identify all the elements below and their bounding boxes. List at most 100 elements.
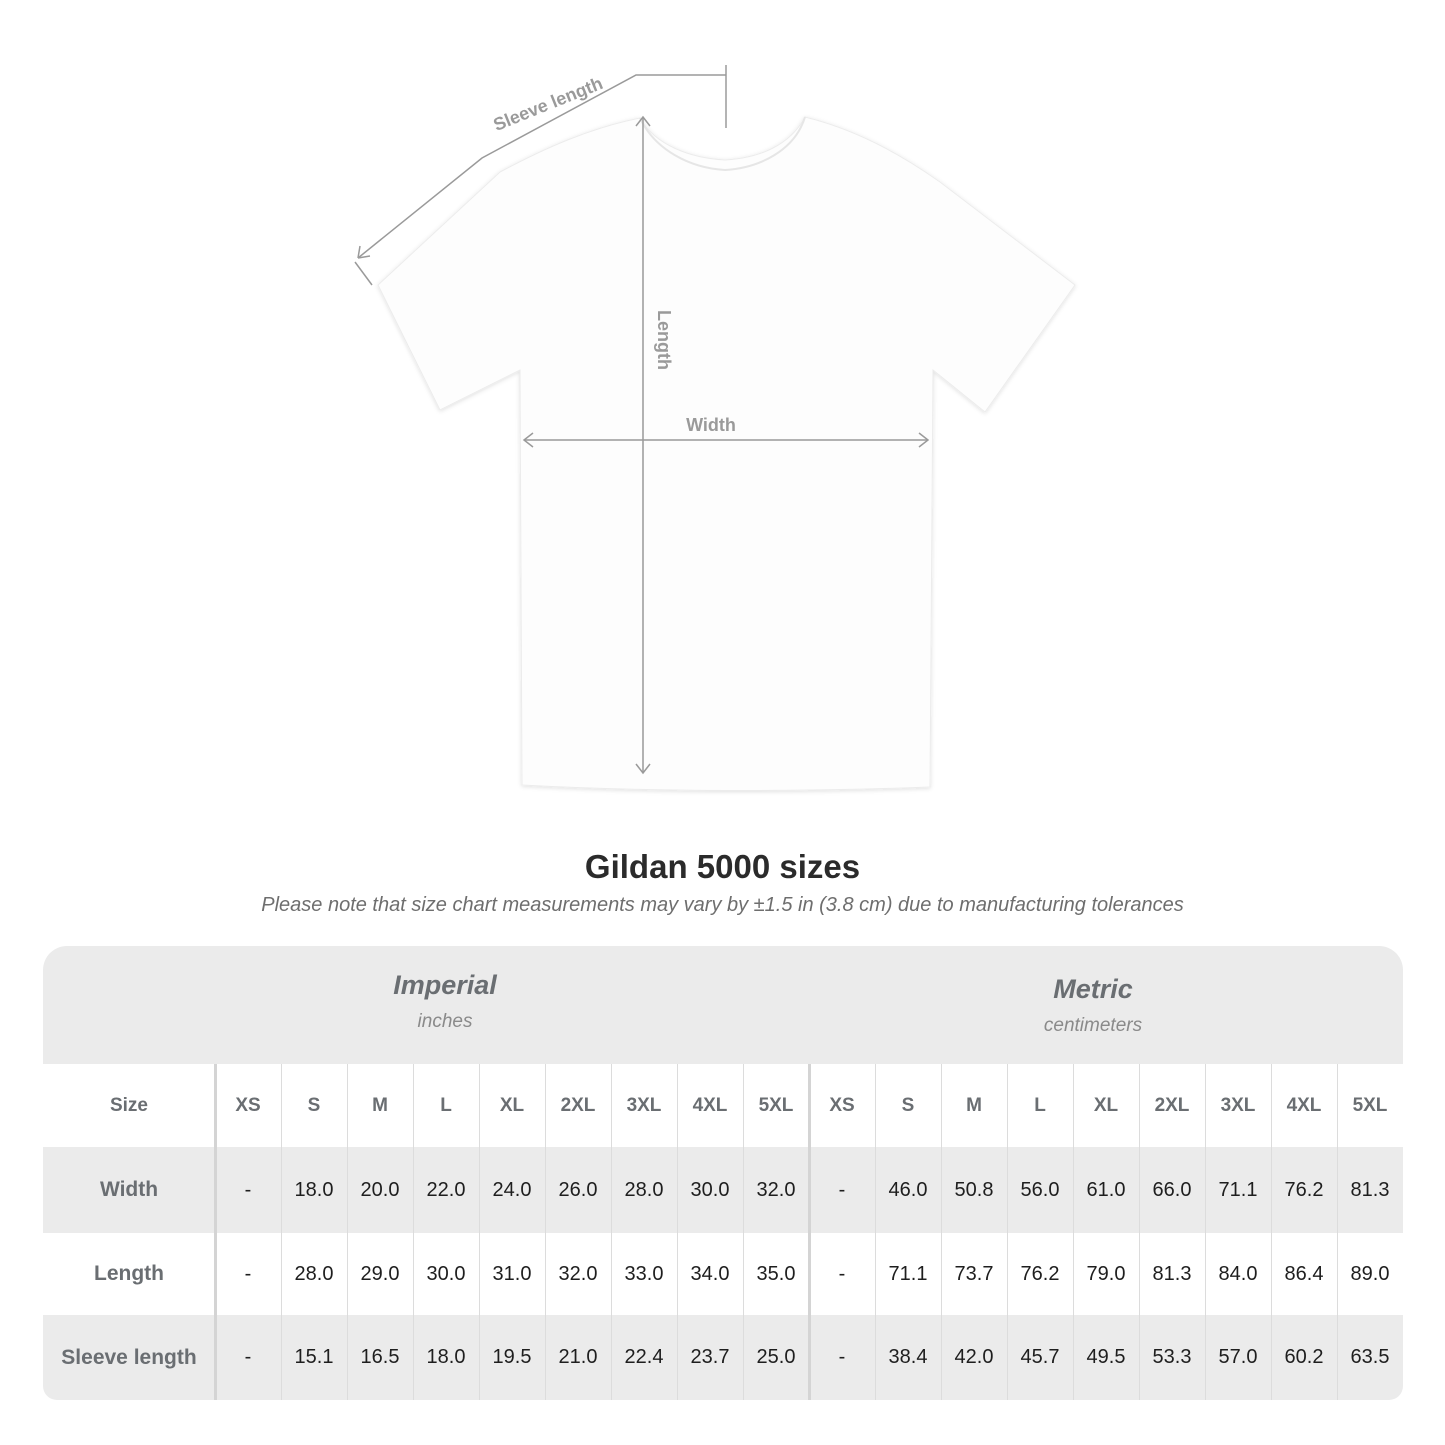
tshirt-shape: [377, 116, 1076, 792]
size-column-imperial-s: S: [307, 1094, 321, 1116]
size-column-imperial-m: M: [372, 1094, 388, 1116]
table-cell: 19.5: [492, 1346, 532, 1368]
imperial-title: Imperial: [393, 970, 497, 1000]
metric-unit: centimeters: [1043, 1015, 1143, 1036]
chart-title: Gildan 5000 sizes: [584, 848, 861, 885]
table-cell: 81.3: [1152, 1262, 1192, 1285]
table-cell: 49.5: [1086, 1346, 1126, 1368]
table-cell: 21.0: [558, 1346, 598, 1368]
table-cell: 57.0: [1218, 1346, 1258, 1368]
table-cell: 25.0: [756, 1346, 796, 1368]
table-cell: 71.1: [888, 1262, 928, 1285]
table-cell: 89.0: [1350, 1262, 1390, 1285]
column-divider: [1007, 1064, 1008, 1400]
table-cell: 46.0: [888, 1178, 928, 1201]
width-label: Width: [686, 415, 736, 435]
column-divider: [214, 1064, 217, 1400]
unit-header-band: [43, 946, 1403, 1064]
size-column-metric-m: M: [966, 1094, 982, 1116]
table-cell: -: [838, 1178, 846, 1201]
column-divider: [479, 1064, 480, 1400]
table-cell: 24.0: [492, 1178, 532, 1201]
column-divider: [281, 1064, 282, 1400]
table-cell: 86.4: [1284, 1262, 1324, 1285]
size-column-metric-xs: XS: [829, 1094, 855, 1116]
size-column-imperial-l: L: [440, 1094, 452, 1116]
column-divider: [413, 1064, 414, 1400]
table-cell: -: [838, 1346, 846, 1368]
table-cell: 31.0: [492, 1262, 532, 1285]
size-column-imperial-xl: XL: [499, 1094, 525, 1116]
table-cell: 56.0: [1020, 1178, 1060, 1201]
imperial-unit: inches: [417, 1011, 473, 1032]
table-cell: 33.0: [624, 1262, 664, 1285]
table-cell: 61.0: [1086, 1178, 1126, 1201]
table-cell: 42.0: [954, 1346, 994, 1368]
column-divider: [611, 1064, 612, 1400]
table-cell: 29.0: [360, 1262, 400, 1285]
table-cell: 16.5: [360, 1346, 400, 1368]
table-cell: 32.0: [558, 1262, 598, 1285]
size-column-metric-5xl: 5XL: [1352, 1094, 1388, 1116]
table-cell: 84.0: [1218, 1262, 1258, 1285]
sleeve-label: Sleeve length: [490, 73, 605, 135]
table-cell: 22.0: [426, 1178, 466, 1201]
table-cell: 18.0: [294, 1178, 334, 1201]
imperial-header: Imperial inches: [215, 970, 675, 1033]
size-column-metric-3xl: 3XL: [1220, 1094, 1256, 1116]
table-cell: 28.0: [624, 1178, 664, 1201]
column-divider: [545, 1064, 546, 1400]
column-divider: [941, 1064, 942, 1400]
table-cell: 32.0: [756, 1178, 796, 1201]
column-divider: [1139, 1064, 1140, 1400]
table-cell: 38.4: [888, 1346, 928, 1368]
size-column-imperial-2xl: 2XL: [560, 1094, 596, 1116]
size-column-metric-s: S: [901, 1094, 915, 1116]
table-cell: 26.0: [558, 1178, 598, 1201]
size-column-imperial-xs: XS: [235, 1094, 261, 1116]
row-label-length: Length: [94, 1262, 164, 1285]
size-column-metric-l: L: [1034, 1094, 1046, 1116]
size-column-imperial-3xl: 3XL: [626, 1094, 662, 1116]
table-cell: 18.0: [426, 1346, 466, 1368]
column-divider: [1073, 1064, 1074, 1400]
size-column-imperial-5xl: 5XL: [758, 1094, 794, 1116]
column-divider: [808, 1064, 811, 1400]
size-column-metric-2xl: 2XL: [1154, 1094, 1190, 1116]
table-cell: 22.4: [624, 1346, 664, 1368]
table-cell: 34.0: [690, 1262, 730, 1285]
table-cell: 76.2: [1020, 1262, 1060, 1285]
table-cell: -: [838, 1262, 846, 1285]
table-cell: 50.8: [954, 1178, 994, 1201]
column-divider: [677, 1064, 678, 1400]
table-cell: 60.2: [1284, 1346, 1324, 1368]
column-divider: [875, 1064, 876, 1400]
column-divider: [1271, 1064, 1272, 1400]
table-cell: 30.0: [426, 1262, 466, 1285]
table-cell: 76.2: [1284, 1178, 1324, 1201]
size-column-imperial-4xl: 4XL: [692, 1094, 728, 1116]
table-cell: 53.3: [1152, 1346, 1192, 1368]
table-cell: 15.1: [294, 1346, 334, 1368]
size-table: Imperial inches Metric centimeters Size X…: [43, 946, 1403, 1400]
column-divider: [1337, 1064, 1338, 1400]
column-divider: [743, 1064, 744, 1400]
sleeve-measure-line: [357, 74, 726, 259]
row-band: [43, 1147, 1403, 1233]
table-cell: 23.7: [690, 1346, 730, 1368]
table-cell: 28.0: [294, 1262, 334, 1285]
metric-title: Metric: [1053, 974, 1133, 1004]
metric-header: Metric centimeters: [843, 974, 1343, 1037]
row-label-sleeve-length: Sleeve length: [61, 1345, 197, 1369]
table-cell: 73.7: [954, 1262, 994, 1285]
tshirt-diagram: Sleeve length Length Width: [354, 65, 1076, 792]
table-cell: 35.0: [756, 1262, 796, 1285]
size-column-metric-xl: XL: [1093, 1094, 1119, 1116]
column-divider: [1205, 1064, 1206, 1400]
size-header: Size: [109, 1094, 149, 1116]
table-cell: 63.5: [1350, 1346, 1390, 1368]
column-divider: [347, 1064, 348, 1400]
table-cell: 81.3: [1350, 1178, 1390, 1201]
table-cell: 45.7: [1020, 1346, 1060, 1368]
table-cell: 30.0: [690, 1178, 730, 1201]
